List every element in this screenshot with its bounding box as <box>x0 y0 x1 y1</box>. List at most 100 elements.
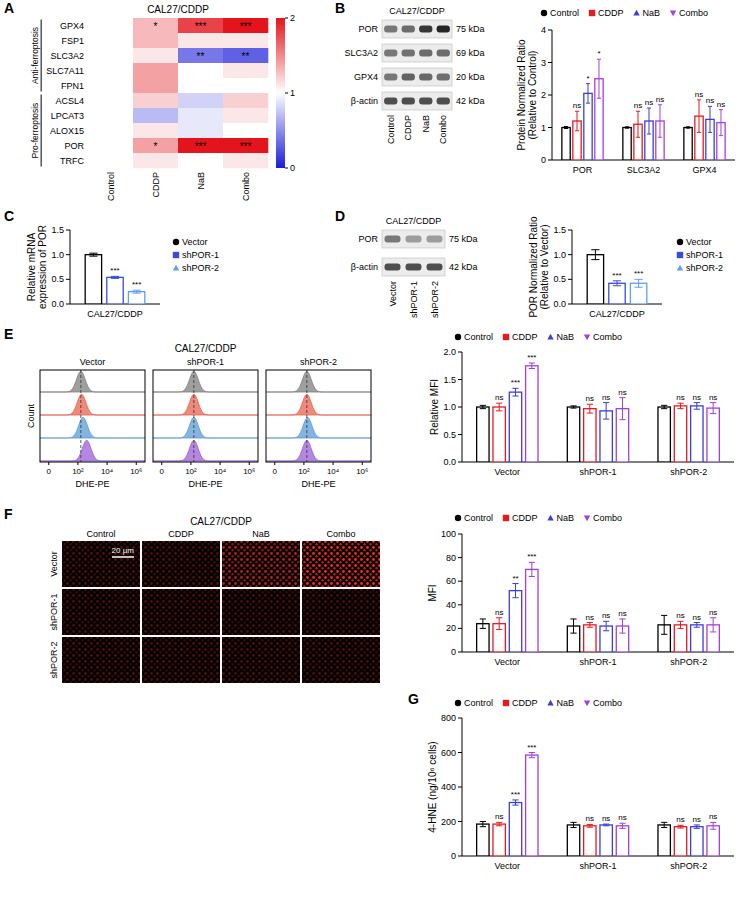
legend-label: Combo <box>593 513 622 523</box>
error-cap <box>512 388 518 389</box>
blot-title: CAL27/CDDP <box>386 216 442 226</box>
legend-marker <box>677 239 683 245</box>
bar <box>674 406 686 462</box>
y-tick-label: 1.5 <box>443 375 456 385</box>
heatmap-cell <box>133 63 178 78</box>
bar <box>674 625 686 652</box>
y-tick-label: 1.0 <box>51 250 64 260</box>
error-cap <box>480 408 486 409</box>
legend-label: shPOR-2 <box>182 263 219 273</box>
error-cap <box>603 825 609 826</box>
error-cap <box>710 617 716 618</box>
bar <box>477 824 489 856</box>
significance: ns <box>709 608 717 617</box>
panel-title: shPOR-1 <box>187 357 224 367</box>
image-background <box>142 541 220 587</box>
x-tick-label: 10⁴ <box>214 467 227 476</box>
significance: ns <box>634 101 642 110</box>
legend-item: CDDP <box>503 332 538 342</box>
error-bar <box>664 822 665 827</box>
error-cap <box>496 617 502 618</box>
image-background <box>62 589 140 635</box>
blot-size-label: 75 kDa <box>456 24 485 34</box>
error-cap <box>710 822 716 823</box>
colorbar-tick <box>285 168 288 169</box>
significance: ** <box>242 51 250 62</box>
error-bar <box>531 562 532 576</box>
x-tick-label: shPOR-2 <box>670 657 707 667</box>
x-tick <box>136 462 137 465</box>
x-tick-label: shPOR-2 <box>670 861 707 871</box>
error-cap <box>480 821 486 822</box>
error-cap <box>613 280 621 281</box>
y-tick <box>66 279 70 280</box>
bar-chart: 01234ns**PORnsnsnsSLC3A2nsnsnsGPX4Contro… <box>516 8 735 175</box>
y-tick-label: 3 <box>541 58 546 68</box>
bar <box>584 826 596 856</box>
error-cap <box>591 259 599 260</box>
x-tick-label: shPOR-1 <box>579 657 616 667</box>
bar <box>674 827 686 856</box>
error-cap <box>603 621 609 622</box>
x-tick <box>249 462 250 465</box>
column-label: NaB <box>252 529 270 539</box>
fluorescence-image <box>302 589 380 635</box>
bar <box>509 591 521 652</box>
significance: ns <box>586 613 594 622</box>
y-tick <box>458 434 462 435</box>
bar <box>567 825 579 856</box>
y-tick-label: 2.0 <box>443 347 456 357</box>
error-cap <box>647 108 651 109</box>
error-bar <box>573 619 574 633</box>
significance: *** <box>195 141 207 152</box>
y-tick-label: 0.5 <box>443 430 456 440</box>
error-cap <box>613 285 621 286</box>
x-tick-label: 10² <box>72 467 84 476</box>
y-tick <box>458 787 462 788</box>
error-bar <box>515 800 516 805</box>
figure: ABCDEFGCAL27/CDDP******************GPX4F… <box>0 0 744 902</box>
significance: ns <box>656 95 664 104</box>
legend-label: shPOR-1 <box>182 250 219 260</box>
heatmap-cell <box>223 18 268 33</box>
blot-row-label: β-actin <box>351 96 378 106</box>
legend-label: NaB <box>557 332 575 342</box>
y-tick-label: 0 <box>451 851 456 861</box>
legend-marker <box>677 265 683 271</box>
legend-marker <box>455 515 461 521</box>
legend-label: CDDP <box>512 513 538 523</box>
legend-marker <box>589 10 595 16</box>
y-tick-label: 40 <box>446 600 456 610</box>
error-cap <box>586 103 590 104</box>
error-cap <box>658 104 662 105</box>
error-cap <box>694 824 700 825</box>
blot-row-label: POR <box>358 234 378 244</box>
error-cap <box>710 413 716 414</box>
y-axis <box>572 230 573 304</box>
image-background <box>222 589 300 635</box>
y-tick-label: 1 <box>541 123 546 133</box>
heatmap-cell <box>178 138 223 153</box>
blot-band <box>427 263 443 270</box>
legend-marker <box>455 334 461 340</box>
blot-strip <box>382 44 452 62</box>
y-tick-label: 200 <box>441 817 456 827</box>
legend-marker <box>584 334 590 340</box>
error-cap <box>677 825 683 826</box>
legend-label: Control <box>550 8 579 18</box>
error-cap <box>677 828 683 829</box>
y-tick-label: 0.5 <box>51 274 64 284</box>
image-background <box>222 637 300 683</box>
fluorescence-image <box>222 637 300 683</box>
y-title: Count <box>26 404 36 429</box>
lane-label: NaB <box>421 115 431 133</box>
significance: ns <box>602 611 610 620</box>
significance: * <box>586 74 589 83</box>
error-cap <box>591 249 599 250</box>
error-cap <box>694 828 700 829</box>
heatmap-cell <box>223 48 268 63</box>
significance: *** <box>195 21 207 32</box>
legend-item: Control <box>455 332 493 342</box>
histogram <box>40 394 145 415</box>
error-bar <box>622 398 623 420</box>
